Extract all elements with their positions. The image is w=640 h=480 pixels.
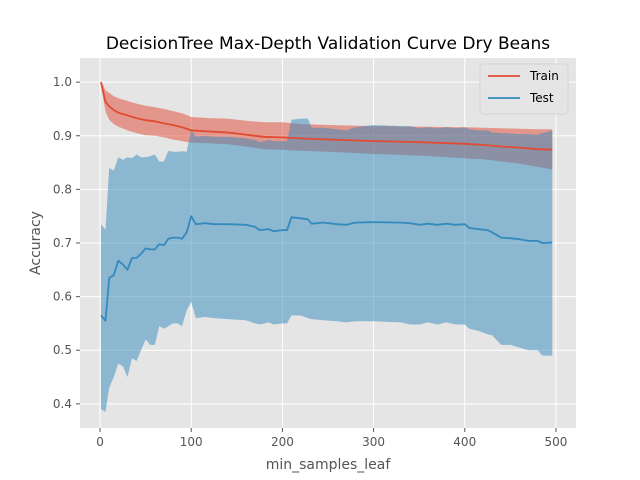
series-lines [100, 81, 553, 322]
legend-train-label: Train [529, 69, 559, 83]
test-series-line [100, 215, 553, 322]
legend: Train Test [479, 63, 569, 115]
train-series-line [100, 81, 553, 151]
y-tick-label: 0.7 [53, 236, 72, 250]
x-tick-label: 400 [453, 435, 476, 449]
x-tick-label: 100 [180, 435, 203, 449]
y-axis-label: Accuracy [28, 211, 44, 275]
x-axis-ticks: 0 100 200 300 400 500 [96, 428, 567, 449]
y-tick-label: 0.8 [53, 182, 72, 196]
x-tick-label: 0 [96, 435, 104, 449]
y-axis-ticks: 0.4 0.5 0.6 0.7 0.8 0.9 1.0 [53, 75, 80, 411]
std-bands [101, 82, 553, 412]
chart-title: DecisionTree Max-Depth Validation Curve … [106, 34, 550, 54]
x-tick-label: 300 [362, 435, 385, 449]
y-tick-label: 0.6 [53, 290, 72, 304]
x-axis-label: min_samples_leaf [266, 457, 392, 473]
y-tick-label: 0.5 [53, 343, 72, 357]
x-tick-label: 500 [544, 435, 567, 449]
y-tick-label: 0.4 [53, 397, 72, 411]
test-std-band [101, 118, 553, 412]
y-tick-label: 0.9 [53, 129, 72, 143]
x-tick-label: 200 [271, 435, 294, 449]
y-tick-label: 1.0 [53, 75, 72, 89]
legend-test-label: Test [529, 91, 554, 105]
